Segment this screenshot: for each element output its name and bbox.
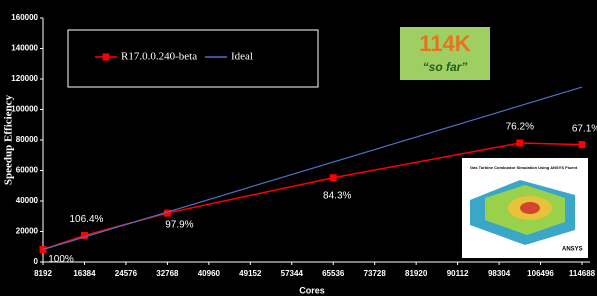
x-tick-label: 49152 [239,269,262,278]
x-tick-label: 57344 [281,269,304,278]
data-label: 76.2% [506,122,534,133]
y-tick-label: 140000 [11,44,38,53]
x-tick-label: 106496 [527,269,554,278]
annotation-sub: “so far” [423,60,468,74]
x-axis-label: Cores [299,285,325,295]
x-tick-label: 32768 [156,269,179,278]
y-tick-label: 0 [34,257,39,266]
y-tick-label: 60000 [16,166,39,175]
inset-shape [520,202,540,214]
x-tick-label: 65536 [322,269,345,278]
legend-label: Ideal [231,51,253,63]
y-tick-label: 100000 [11,105,38,114]
data-label: 67.1% [572,123,597,134]
legend-marker [103,54,110,61]
x-tick-label: 24576 [115,269,138,278]
x-tick-label: 73728 [364,269,387,278]
data-label: 100% [48,254,74,265]
data-label: 97.9% [165,220,193,231]
data-label: 84.3% [323,190,351,201]
y-tick-label: 80000 [16,135,39,144]
x-tick-label: 16384 [73,269,96,278]
data-point [516,140,523,147]
inset-image: Gas Turbine Combustor Simulation Using A… [462,158,588,258]
data-label: 106.4% [70,214,104,225]
x-tick-label: 40960 [198,269,221,278]
annotation-main: 114K [419,31,470,56]
y-tick-label: 20000 [16,227,39,236]
x-tick-label: 114688 [569,269,596,278]
x-tick-label: 90112 [447,269,469,278]
x-tick-label: 98304 [488,269,511,278]
chart: Speedup Efficiency Cores 114K “so far” G… [0,0,597,296]
inset-logo: ANSYS [562,247,583,253]
legend-label: R17.0.0.240-beta [121,51,197,63]
inset-caption: Gas Turbine Combustor Simulation Using A… [470,165,578,170]
data-point [330,174,337,181]
x-tick-label: 8192 [34,269,52,278]
y-tick-label: 40000 [16,196,39,205]
x-tick-label: 81920 [405,269,428,278]
data-point [579,141,586,148]
y-tick-label: 120000 [11,74,38,83]
y-tick-label: 160000 [11,13,38,22]
